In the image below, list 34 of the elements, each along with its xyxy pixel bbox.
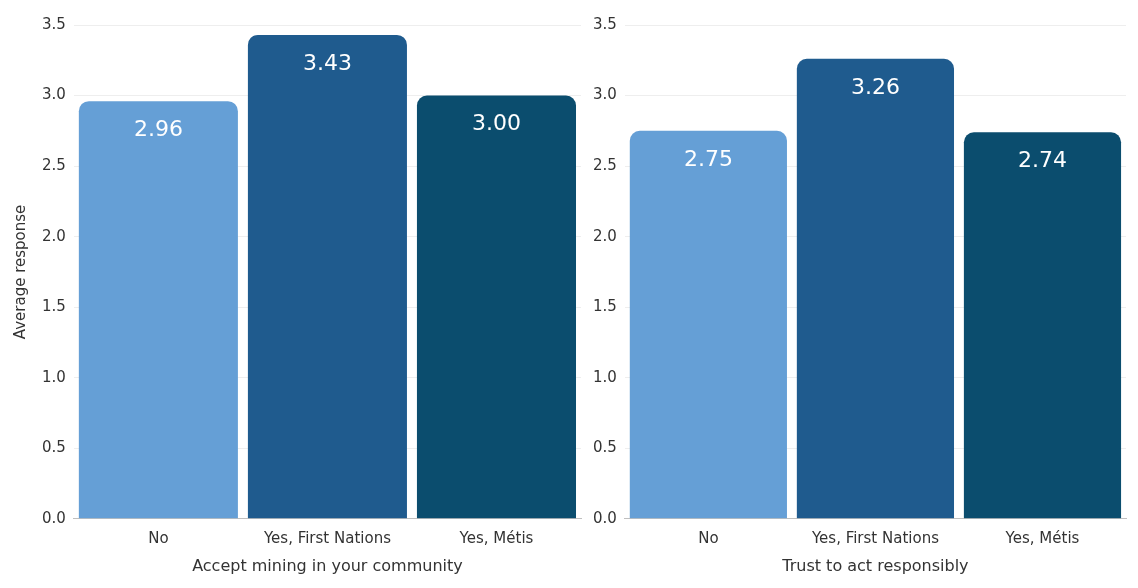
y-tick-label: 2.0 (593, 226, 617, 245)
x-tick-label: No (698, 528, 719, 547)
data-label: 3.26 (850, 73, 900, 99)
y-tick-label: 1.5 (593, 297, 617, 316)
y-axis-title: Average response (10, 204, 29, 340)
y-tick-label: 2.0 (42, 226, 66, 245)
x-tick-label: Yes, Métis (458, 528, 534, 547)
y-tick-label: 0.0 (593, 508, 617, 527)
data-label: 2.74 (1017, 146, 1067, 172)
y-tick-label: 3.5 (593, 14, 617, 33)
bar (629, 130, 787, 519)
y-tick-label: 1.0 (593, 367, 617, 386)
y-tick-label: 0.5 (593, 438, 617, 457)
x-axis-title: Trust to act responsibly (781, 555, 969, 575)
y-tick-label: 1.5 (42, 297, 66, 316)
x-tick-label: Yes, Métis (1004, 528, 1080, 547)
y-tick-label: 3.5 (42, 14, 66, 33)
y-tick-label: 2.5 (42, 155, 66, 174)
x-tick-label: Yes, First Nations (810, 528, 940, 547)
data-label: 2.75 (683, 145, 733, 171)
bar (796, 58, 955, 519)
y-tick-label: 3.0 (42, 85, 66, 104)
x-tick-label: No (148, 528, 169, 547)
x-tick-label: Yes, First Nations (262, 528, 392, 547)
y-tick-label: 1.0 (42, 367, 66, 386)
data-label: 2.96 (133, 115, 183, 141)
y-tick-label: 2.5 (593, 155, 617, 174)
y-tick-label: 3.0 (593, 85, 617, 104)
y-tick-label: 0.0 (42, 508, 66, 527)
y-tick-label: 0.5 (42, 438, 66, 457)
data-label: 3.00 (471, 110, 521, 136)
bar (963, 132, 1122, 519)
x-axis-title: Accept mining in your community (192, 555, 463, 575)
data-label: 3.43 (302, 49, 352, 75)
